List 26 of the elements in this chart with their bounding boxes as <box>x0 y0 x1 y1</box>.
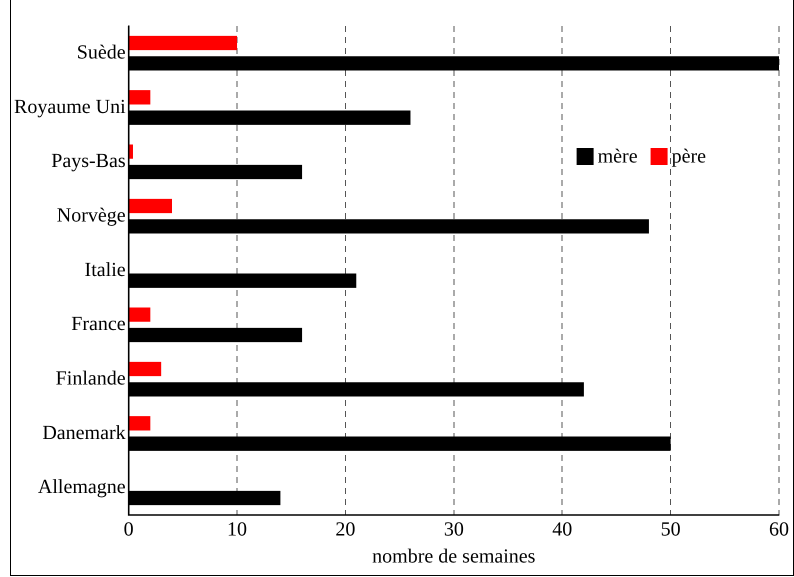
legend-label: père <box>672 145 706 168</box>
y-tick-label: Pays-Bas <box>51 150 126 172</box>
x-tick-label: 50 <box>660 518 681 540</box>
y-tick-label: Royaume Uni <box>14 96 126 118</box>
y-tick-label: France <box>71 313 126 336</box>
y-tick-label: Danemark <box>42 422 126 444</box>
y-tick-label: Italie <box>84 258 126 281</box>
y-tick-label: Norvège <box>56 204 126 226</box>
y-tick-label: Finlande <box>56 367 126 390</box>
bar <box>129 144 133 159</box>
y-tick-label: Suède <box>76 41 126 64</box>
bar <box>129 198 172 214</box>
x-axis-title: nombre de semaines <box>372 545 536 568</box>
legend-label: mère <box>598 145 638 168</box>
x-tick-label: 60 <box>769 518 789 540</box>
x-tick-label: 0 <box>124 518 134 540</box>
x-tick-label: 10 <box>227 518 248 540</box>
bar <box>129 362 162 376</box>
y-tick-label: Allemagne <box>38 476 126 498</box>
bar <box>129 90 150 104</box>
bar <box>129 36 238 50</box>
x-tick-label: 40 <box>552 518 572 540</box>
bar <box>129 416 150 430</box>
x-tick-label: 30 <box>444 518 464 540</box>
bar <box>129 308 150 322</box>
x-tick-label: 20 <box>335 518 356 540</box>
